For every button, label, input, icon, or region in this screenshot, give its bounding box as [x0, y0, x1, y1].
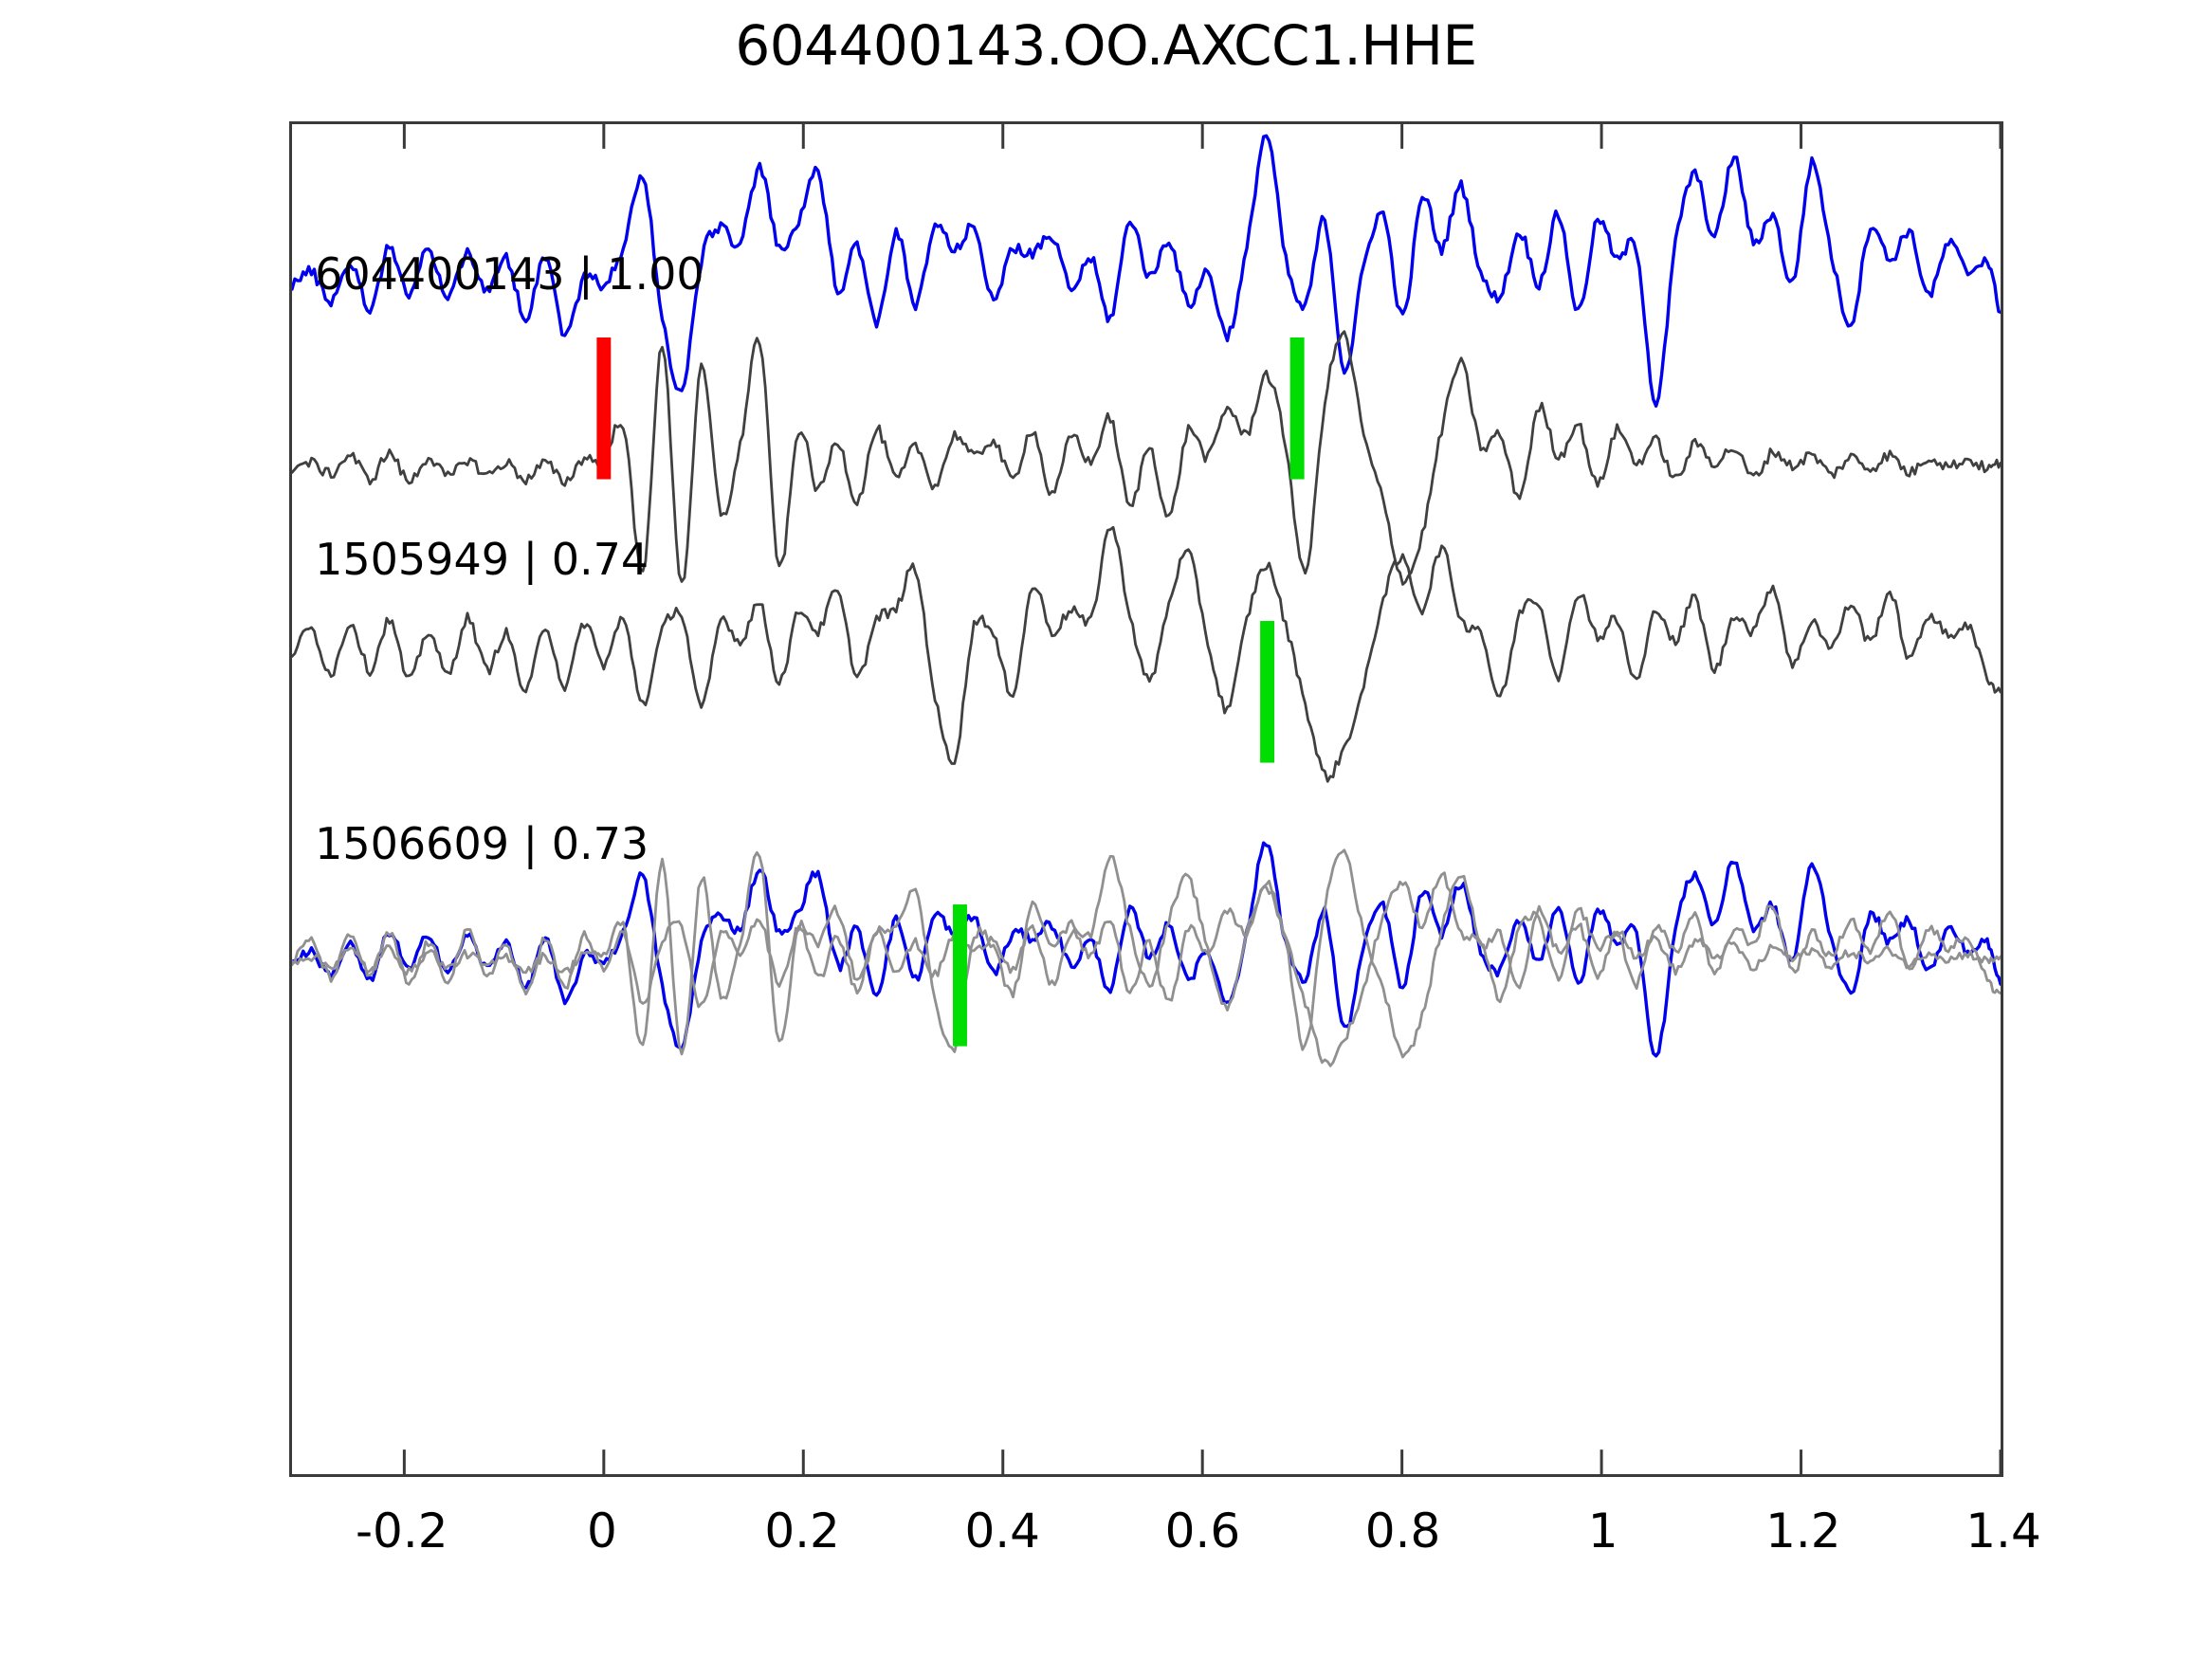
waveform-trace: [292, 856, 2001, 1066]
waveform-trace: [292, 843, 2001, 1056]
x-axis-tick-labels: -0.2 0 0.2 0.4 0.6 0.8 1 1.2 1.4: [289, 1477, 2041, 1562]
x-tick-label: 1: [1587, 1504, 1618, 1559]
x-tick-label: 0.8: [1364, 1504, 1441, 1559]
page-title: 604400143.OO.AXCC1.HHE: [735, 13, 1477, 78]
trace-label-604400143: 604400143 | 1.00: [315, 248, 704, 301]
detection-marker: [1260, 621, 1275, 763]
x-tick-label: 1.2: [1765, 1504, 1841, 1559]
x-tick-label: 0.6: [1164, 1504, 1241, 1559]
x-tick-label: 0: [587, 1504, 617, 1559]
x-tick-label: 1.4: [1965, 1504, 2041, 1559]
waveform-trace: [292, 527, 2001, 781]
waveform-trace: [292, 136, 2001, 406]
detection-marker: [1289, 337, 1305, 480]
waveform-trace: [292, 332, 2001, 585]
x-tick-label: 0.4: [964, 1504, 1040, 1559]
waveform-trace: [292, 850, 2001, 1057]
waveform-svg: [292, 124, 2001, 1474]
x-tick-label: -0.2: [355, 1504, 448, 1559]
plot-area: [289, 121, 2003, 1477]
trace-label-1505949: 1505949 | 0.74: [315, 533, 649, 585]
pick-marker: [596, 337, 612, 480]
trace-label-1506609: 1506609 | 0.73: [315, 818, 649, 870]
detection-marker: [953, 904, 967, 1047]
x-tick-label: 0.2: [764, 1504, 840, 1559]
